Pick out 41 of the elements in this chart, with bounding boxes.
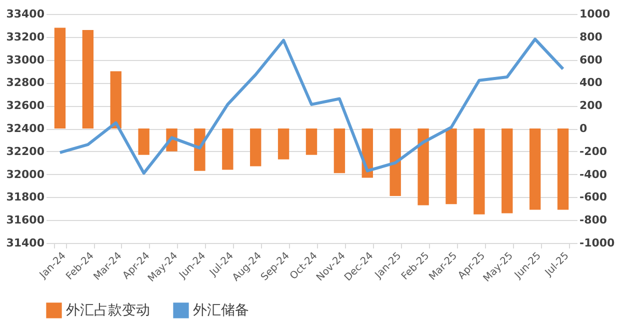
bar — [446, 128, 457, 204]
y-tick-label: 31600 — [6, 214, 45, 227]
y-tick-label: 32200 — [6, 144, 45, 158]
y2-tick-label: -600 — [580, 190, 608, 204]
y2-tick-label: -1000 — [580, 236, 616, 250]
y2-tick-label: 800 — [580, 30, 603, 44]
bar — [306, 128, 318, 155]
bar — [502, 128, 513, 214]
y2-tick-label: -800 — [580, 214, 608, 227]
y2-tick-label: -400 — [580, 168, 608, 181]
bar — [390, 128, 401, 196]
bar — [474, 128, 485, 214]
bar — [82, 30, 94, 128]
bar — [138, 128, 150, 155]
y-tick-label: 32800 — [6, 76, 45, 90]
y-tick-label: 33000 — [6, 53, 45, 66]
bar — [278, 128, 290, 160]
y-tick-label: 32600 — [6, 99, 45, 112]
y-tick-label: 32400 — [6, 122, 45, 135]
y2-tick-label: -200 — [580, 144, 608, 158]
bar — [418, 128, 429, 206]
y2-tick-label: 1000 — [580, 8, 610, 20]
y2-tick-label: 600 — [580, 53, 603, 66]
y-tick-label: 31800 — [6, 190, 45, 204]
bar — [110, 71, 122, 128]
y2-tick-label: 200 — [580, 99, 603, 112]
y2-tick-label: 0 — [580, 122, 588, 135]
bar — [557, 128, 569, 210]
y-tick-label: 32000 — [6, 168, 45, 181]
bar — [222, 128, 234, 170]
y-tick-label: 31400 — [6, 236, 45, 250]
line-series — [58, 38, 565, 175]
bar — [54, 28, 66, 128]
y-tick-label: 33400 — [6, 8, 45, 20]
y2-tick-label: 400 — [580, 76, 603, 90]
bar — [334, 128, 346, 174]
bar — [250, 128, 262, 166]
y-tick-label: 33200 — [6, 30, 45, 44]
legend-label: 外汇储备 — [193, 302, 249, 318]
bar — [529, 128, 541, 210]
legend-label: 外汇占款变动 — [66, 302, 150, 318]
